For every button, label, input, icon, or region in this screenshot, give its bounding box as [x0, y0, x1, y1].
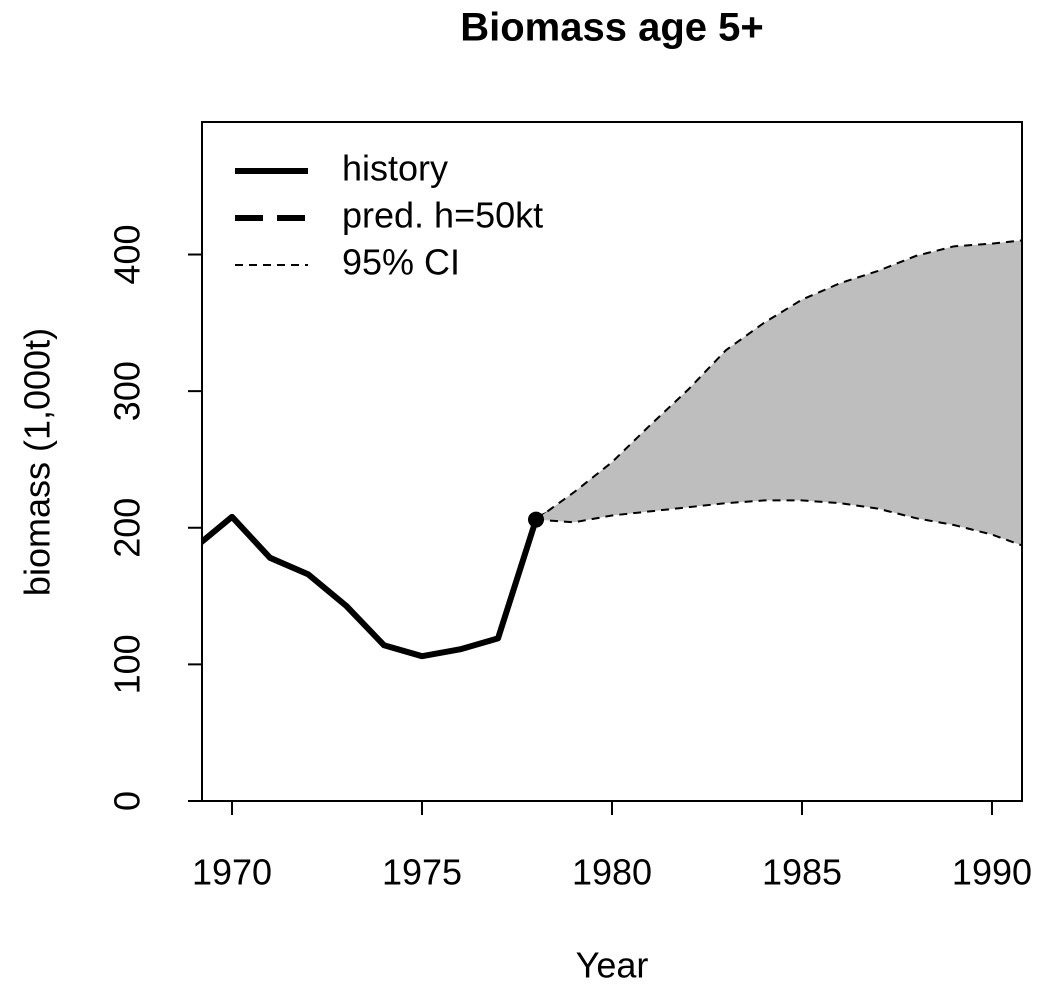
- plot-area: [202, 239, 1022, 660]
- x-tick-label: 1990: [952, 852, 1032, 893]
- y-tick-label: 400: [107, 224, 148, 284]
- legend-label: pred. h=50kt: [342, 195, 543, 236]
- end-point: [528, 511, 545, 528]
- x-tick-label: 1980: [572, 852, 652, 893]
- ci-band: [536, 240, 1022, 546]
- x-tick-label: 1985: [762, 852, 842, 893]
- y-axis-label: biomass (1,000t): [17, 328, 58, 596]
- legend-label: 95% CI: [342, 242, 460, 283]
- x-tick-label: 1975: [382, 852, 462, 893]
- y-tick-label: 0: [107, 791, 148, 811]
- y-tick-label: 200: [107, 498, 148, 558]
- ci-upper: [535, 239, 1022, 521]
- chart-title: Biomass age 5+: [460, 6, 764, 50]
- x-tick-label: 1970: [192, 852, 272, 893]
- y-tick-label: 100: [107, 634, 148, 694]
- x-axis-label: Year: [576, 945, 649, 984]
- legend-label: history: [342, 148, 448, 189]
- series-line: [202, 513, 539, 660]
- y-tick-label: 300: [107, 361, 148, 421]
